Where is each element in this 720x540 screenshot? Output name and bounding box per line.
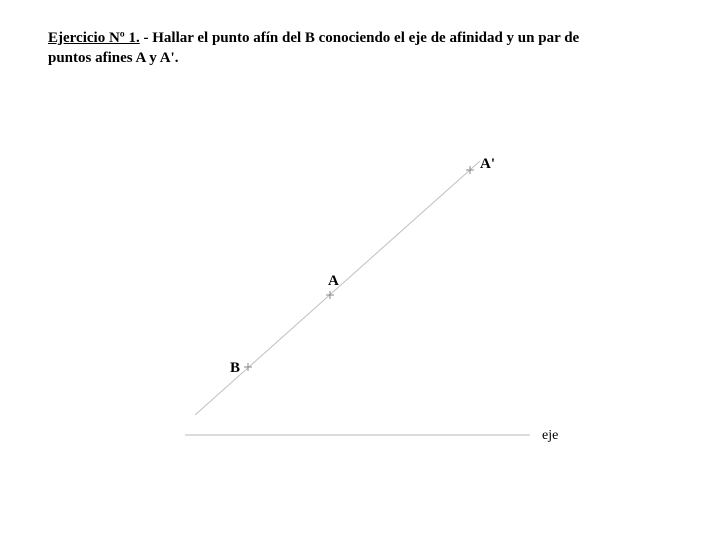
- exercise-text-line2: puntos afines A y A'.: [48, 50, 178, 66]
- affinity-diagram: A' A B eje: [170, 140, 590, 460]
- exercise-text-line1: - Hallar el punto afín del B conociendo …: [143, 30, 579, 46]
- label-b: B: [230, 360, 240, 376]
- label-a-prime: A': [480, 156, 495, 172]
- exercise-number: Ejercicio Nº 1.: [48, 30, 140, 46]
- diagram-svg: A' A B eje: [170, 140, 590, 460]
- label-a: A: [328, 273, 339, 289]
- label-axis: eje: [542, 428, 558, 443]
- exercise-title: Ejercicio Nº 1. - Hallar el punto afín d…: [48, 28, 672, 69]
